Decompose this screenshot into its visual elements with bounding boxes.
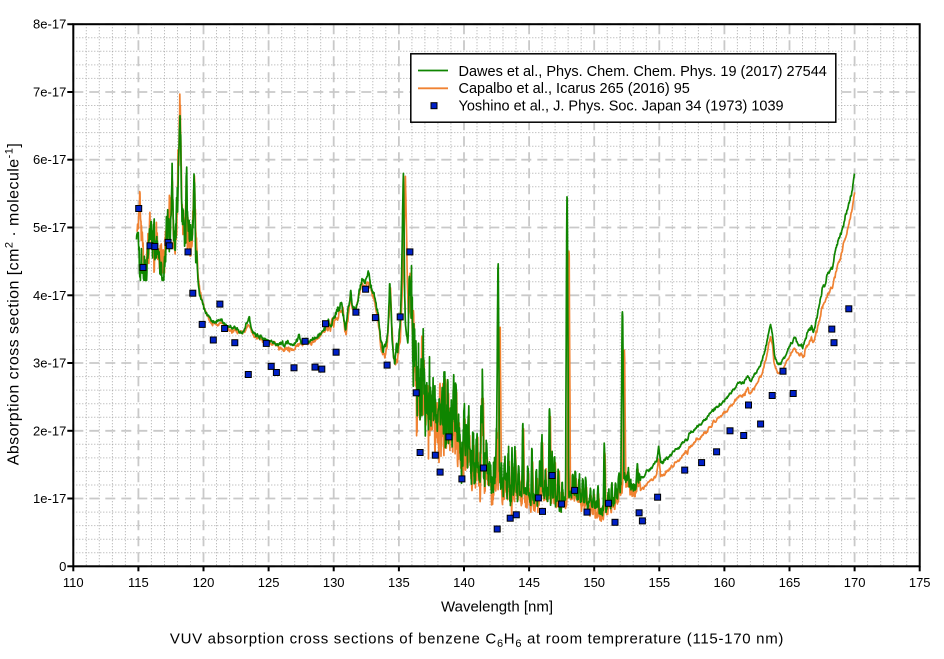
svg-text:2e-17: 2e-17 (33, 423, 66, 438)
svg-text:7e-17: 7e-17 (33, 85, 66, 100)
svg-text:175: 175 (909, 575, 931, 590)
svg-text:6e-17: 6e-17 (33, 152, 66, 167)
svg-text:155: 155 (648, 575, 670, 590)
svg-text:150: 150 (583, 575, 605, 590)
svg-text:0: 0 (59, 559, 66, 574)
svg-text:145: 145 (518, 575, 540, 590)
svg-text:110: 110 (63, 575, 84, 590)
svg-text:Dawes et al., Phys. Chem. Chem: Dawes et al., Phys. Chem. Chem. Phys. 19… (459, 64, 827, 80)
svg-text:Absorption cross section [cm2: Absorption cross section [cm2 · molecule… (4, 143, 23, 466)
svg-text:140: 140 (453, 575, 475, 590)
svg-text:VUV absorption cross sections: VUV absorption cross sections of benzene… (170, 631, 784, 651)
svg-text:8e-17: 8e-17 (33, 17, 66, 32)
svg-text:120: 120 (193, 575, 215, 590)
svg-text:1e-17: 1e-17 (33, 491, 66, 506)
svg-text:5e-17: 5e-17 (33, 220, 66, 235)
svg-text:4e-17: 4e-17 (33, 288, 66, 303)
svg-text:135: 135 (388, 575, 410, 590)
svg-text:Yoshino et al., J. Phys. Soc.: Yoshino et al., J. Phys. Soc. Japan 34 (… (459, 98, 784, 114)
svg-text:130: 130 (323, 575, 345, 590)
svg-text:Wavelength [nm]: Wavelength [nm] (441, 599, 553, 616)
svg-text:125: 125 (258, 575, 280, 590)
svg-text:115: 115 (128, 575, 149, 590)
svg-text:160: 160 (714, 575, 736, 590)
svg-text:Capalbo et al., Icarus 265 (20: Capalbo et al., Icarus 265 (2016) 95 (459, 81, 690, 97)
svg-text:170: 170 (844, 575, 866, 590)
svg-text:3e-17: 3e-17 (33, 356, 66, 371)
svg-text:165: 165 (779, 575, 801, 590)
